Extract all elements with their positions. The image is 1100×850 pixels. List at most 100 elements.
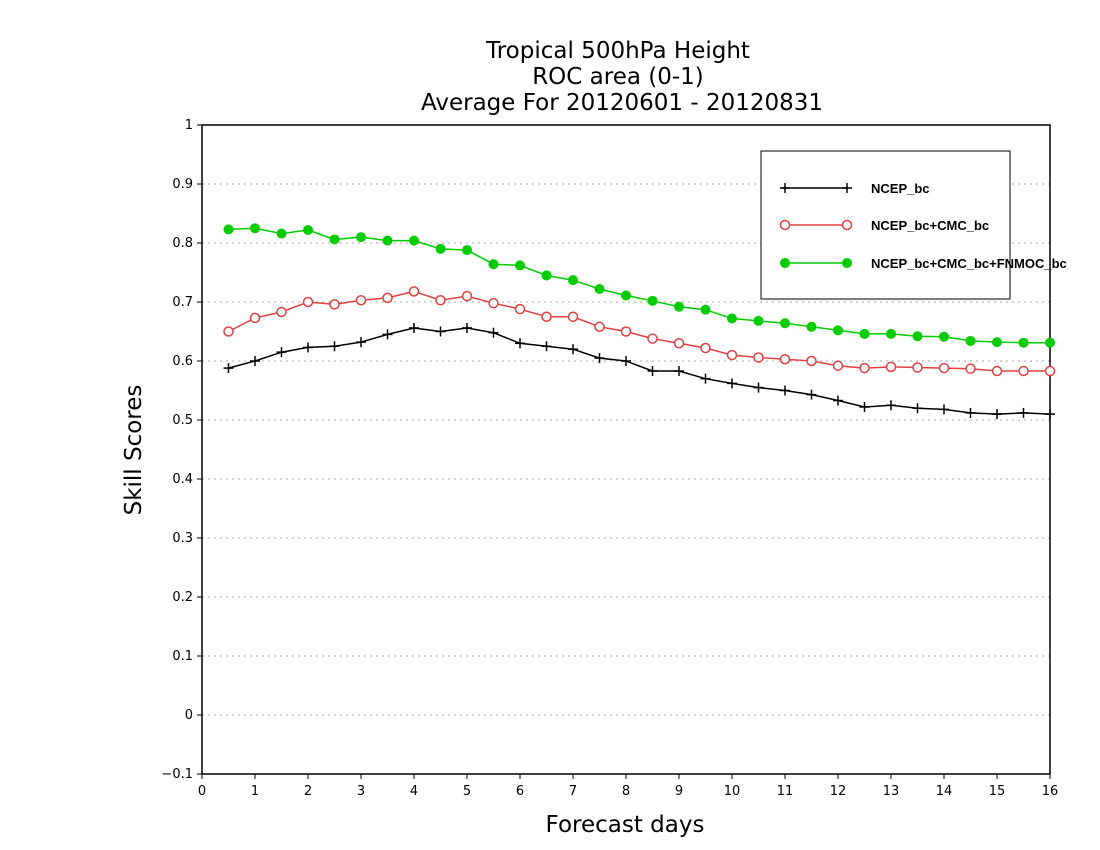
x-tick-label: 6 bbox=[516, 784, 524, 799]
x-tick-label: 3 bbox=[357, 784, 365, 799]
data-point bbox=[488, 259, 499, 270]
series-layer bbox=[223, 223, 1056, 420]
data-point bbox=[700, 304, 711, 315]
x-tick-label: 13 bbox=[883, 784, 900, 799]
data-point bbox=[409, 322, 419, 333]
x-tick-label: 5 bbox=[463, 784, 471, 799]
data-point bbox=[779, 353, 791, 365]
data-point bbox=[276, 306, 287, 318]
data-point bbox=[488, 297, 499, 309]
data-point bbox=[780, 318, 790, 329]
data-point bbox=[250, 223, 260, 234]
series-line bbox=[228, 290, 1050, 372]
x-tick-label: 0 bbox=[198, 784, 206, 799]
data-point bbox=[435, 294, 446, 306]
data-point bbox=[355, 294, 367, 306]
data-point bbox=[567, 311, 579, 322]
data-point bbox=[276, 228, 287, 239]
data-point bbox=[832, 360, 844, 371]
legend-marker bbox=[780, 258, 790, 268]
data-point bbox=[382, 329, 393, 340]
title-line-2: ROC area (0-1) bbox=[532, 64, 704, 90]
data-point bbox=[700, 342, 711, 354]
data-point bbox=[647, 366, 658, 377]
data-point bbox=[462, 322, 472, 333]
legend-entry: NCEP_bc+CMC_bc bbox=[779, 218, 989, 233]
data-point bbox=[461, 290, 473, 302]
x-tick-label: 16 bbox=[1042, 784, 1059, 799]
y-tick-label: 0.4 bbox=[172, 472, 193, 487]
legend-marker bbox=[842, 258, 852, 268]
data-point bbox=[1018, 407, 1029, 418]
x-tick-label: 11 bbox=[777, 784, 794, 799]
data-point bbox=[276, 347, 287, 358]
x-tick-label: 12 bbox=[830, 784, 847, 799]
data-point bbox=[621, 290, 631, 301]
x-tick-label: 1 bbox=[251, 784, 259, 799]
legend-label: NCEP_bc+CMC_bc+FNMOC_bc bbox=[871, 256, 1067, 271]
data-point bbox=[1018, 337, 1029, 348]
series-line bbox=[228, 327, 1051, 415]
data-point bbox=[382, 292, 393, 304]
data-point bbox=[674, 366, 684, 377]
data-point bbox=[912, 403, 923, 414]
data-point bbox=[700, 373, 711, 384]
x-tick-label: 10 bbox=[724, 784, 741, 799]
y-tick-label: 1 bbox=[185, 118, 193, 133]
series-0 bbox=[223, 322, 1055, 420]
data-point bbox=[356, 337, 366, 348]
x-tick-label: 15 bbox=[989, 784, 1006, 799]
y-tick-label: 0.6 bbox=[172, 354, 193, 369]
data-point bbox=[1044, 365, 1056, 377]
data-point bbox=[249, 312, 261, 324]
data-point bbox=[859, 362, 870, 374]
data-point bbox=[488, 327, 499, 338]
data-point bbox=[1018, 365, 1029, 377]
data-point bbox=[1045, 337, 1055, 348]
data-point bbox=[382, 235, 393, 246]
legend-marker bbox=[842, 183, 852, 193]
legend-label: NCEP_bc bbox=[871, 181, 930, 196]
data-point bbox=[859, 328, 870, 339]
data-point bbox=[753, 315, 764, 326]
y-tick-label: −0.1 bbox=[161, 767, 193, 782]
x-tick-label: 2 bbox=[304, 784, 312, 799]
data-point bbox=[833, 395, 843, 406]
data-point bbox=[594, 284, 605, 295]
data-point bbox=[912, 362, 923, 373]
data-point bbox=[568, 275, 578, 286]
data-point bbox=[753, 352, 764, 363]
data-point bbox=[886, 328, 896, 339]
data-point bbox=[806, 321, 817, 332]
data-point bbox=[303, 225, 313, 236]
data-point bbox=[939, 404, 949, 415]
data-point bbox=[938, 362, 950, 374]
data-point bbox=[621, 356, 631, 366]
data-point bbox=[727, 313, 737, 324]
data-point bbox=[329, 341, 340, 352]
data-point bbox=[647, 333, 658, 344]
legend-marker bbox=[780, 183, 790, 193]
data-point bbox=[992, 409, 1002, 420]
data-point bbox=[912, 331, 923, 342]
y-tick-label: 0.8 bbox=[172, 236, 193, 251]
data-point bbox=[833, 325, 843, 336]
data-point bbox=[594, 321, 605, 333]
legend: NCEP_bc NCEP_bc+CMC_bc NCEP_bc+CMC_bc+FNMO… bbox=[760, 150, 1067, 300]
data-point bbox=[223, 363, 234, 374]
data-point bbox=[568, 344, 578, 355]
data-point bbox=[965, 407, 976, 418]
data-point bbox=[939, 331, 949, 342]
data-point bbox=[356, 232, 366, 243]
y-tick-label: 0 bbox=[185, 708, 193, 723]
data-point bbox=[541, 341, 552, 352]
data-point bbox=[780, 385, 790, 396]
data-point bbox=[303, 342, 313, 353]
data-point bbox=[859, 402, 870, 413]
legend-entry: NCEP_bc+CMC_bc+FNMOC_bc bbox=[780, 256, 1067, 271]
data-point bbox=[620, 326, 632, 337]
data-point bbox=[408, 286, 420, 297]
x-tick-label: 4 bbox=[410, 784, 418, 799]
legend-marker bbox=[841, 219, 853, 231]
